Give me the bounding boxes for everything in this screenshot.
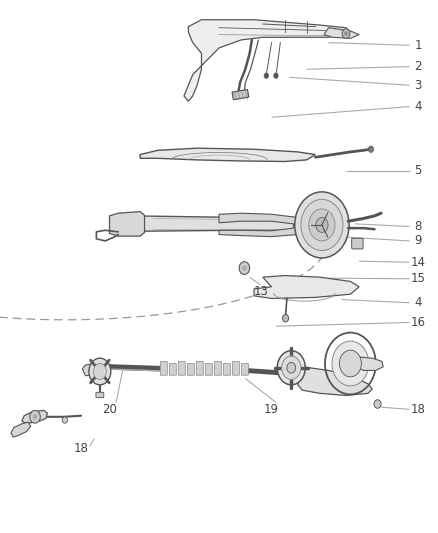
Text: 15: 15 xyxy=(411,272,426,285)
Text: 5: 5 xyxy=(415,164,422,177)
Polygon shape xyxy=(140,148,315,161)
Polygon shape xyxy=(82,364,101,376)
Polygon shape xyxy=(22,410,47,424)
FancyBboxPatch shape xyxy=(160,361,167,375)
Polygon shape xyxy=(184,20,350,101)
FancyBboxPatch shape xyxy=(187,364,194,375)
Text: 14: 14 xyxy=(411,256,426,269)
Circle shape xyxy=(242,265,247,271)
Circle shape xyxy=(264,73,268,78)
FancyBboxPatch shape xyxy=(196,361,203,375)
Circle shape xyxy=(295,192,349,258)
Circle shape xyxy=(277,351,305,385)
FancyBboxPatch shape xyxy=(214,361,221,375)
Polygon shape xyxy=(254,276,359,298)
Polygon shape xyxy=(110,212,145,236)
FancyBboxPatch shape xyxy=(352,238,363,249)
Text: 4: 4 xyxy=(414,296,422,309)
FancyBboxPatch shape xyxy=(232,361,239,375)
Circle shape xyxy=(342,29,350,38)
Polygon shape xyxy=(232,90,249,100)
Circle shape xyxy=(301,199,343,251)
Text: 16: 16 xyxy=(411,316,426,329)
Text: 7: 7 xyxy=(114,223,122,236)
Polygon shape xyxy=(123,216,315,231)
Circle shape xyxy=(287,362,296,373)
Circle shape xyxy=(283,314,289,322)
FancyBboxPatch shape xyxy=(205,364,212,375)
Circle shape xyxy=(309,209,335,241)
Polygon shape xyxy=(11,422,31,437)
Circle shape xyxy=(89,358,111,385)
FancyBboxPatch shape xyxy=(170,364,177,375)
Polygon shape xyxy=(219,213,307,237)
Polygon shape xyxy=(357,357,383,370)
Text: 18: 18 xyxy=(74,442,88,455)
Circle shape xyxy=(239,262,250,274)
Circle shape xyxy=(30,410,40,423)
Text: 9: 9 xyxy=(414,235,422,247)
Circle shape xyxy=(339,350,361,377)
FancyBboxPatch shape xyxy=(178,361,185,375)
Text: 19: 19 xyxy=(264,403,279,416)
Circle shape xyxy=(344,31,348,36)
Text: 8: 8 xyxy=(415,220,422,233)
FancyBboxPatch shape xyxy=(223,364,230,375)
Circle shape xyxy=(316,217,328,232)
Circle shape xyxy=(62,417,67,423)
Text: 2: 2 xyxy=(414,60,422,73)
Text: 20: 20 xyxy=(102,403,117,416)
FancyBboxPatch shape xyxy=(241,364,248,375)
Text: 3: 3 xyxy=(415,79,422,92)
Text: 18: 18 xyxy=(411,403,426,416)
Text: 13: 13 xyxy=(253,285,268,298)
Circle shape xyxy=(93,364,106,379)
Circle shape xyxy=(274,73,278,78)
Circle shape xyxy=(33,414,37,419)
Text: 1: 1 xyxy=(414,39,422,52)
FancyBboxPatch shape xyxy=(96,392,104,398)
Circle shape xyxy=(368,146,374,152)
Text: 4: 4 xyxy=(414,100,422,113)
Polygon shape xyxy=(298,367,372,395)
Circle shape xyxy=(374,400,381,408)
Polygon shape xyxy=(324,28,359,38)
Circle shape xyxy=(332,341,369,386)
Circle shape xyxy=(282,356,301,379)
